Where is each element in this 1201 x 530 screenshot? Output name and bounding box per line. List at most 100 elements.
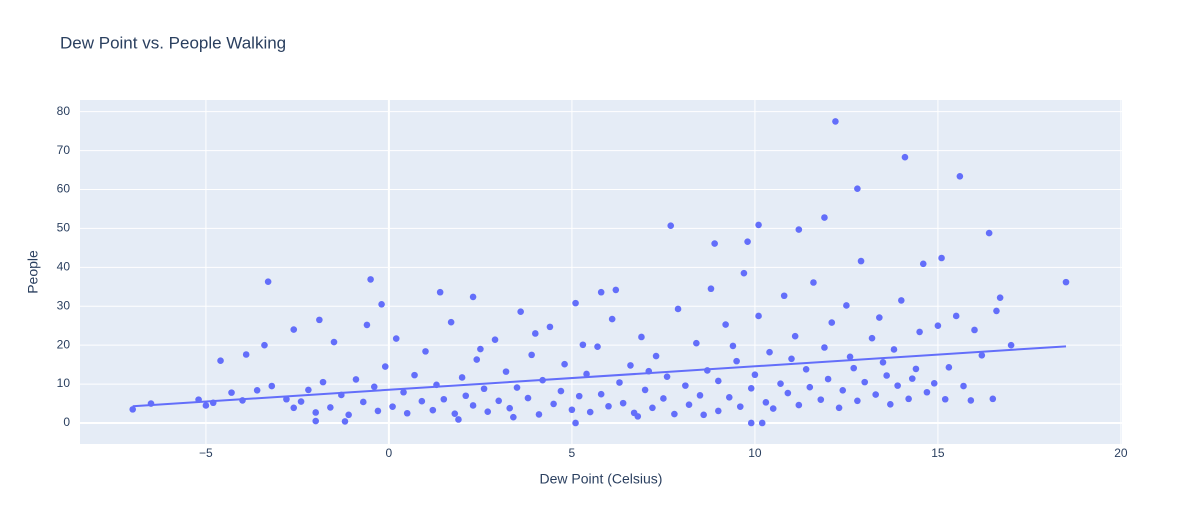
point — [762, 399, 770, 406]
y-tick-label: 20 — [57, 337, 71, 351]
point — [455, 416, 462, 423]
point — [890, 346, 898, 353]
point — [685, 401, 693, 408]
x-axis-title: Dew Point (Celsius) — [540, 471, 663, 487]
point — [843, 302, 850, 309]
point — [967, 397, 975, 404]
point — [528, 351, 535, 359]
point — [495, 397, 503, 405]
point — [693, 339, 700, 347]
point — [788, 355, 795, 363]
point — [330, 338, 338, 346]
trend-line — [132, 345, 1067, 408]
point — [297, 398, 305, 405]
point — [1007, 341, 1015, 349]
point — [381, 363, 389, 370]
point — [341, 418, 349, 425]
x-tick-label: −5 — [199, 446, 213, 460]
point — [363, 321, 371, 329]
x-tick-label: 5 — [569, 446, 576, 460]
point — [711, 240, 718, 247]
point — [879, 358, 887, 366]
point — [586, 408, 594, 416]
point — [725, 394, 733, 401]
point — [649, 404, 656, 412]
point — [846, 353, 854, 361]
point — [850, 364, 858, 372]
point — [908, 375, 916, 382]
point — [268, 382, 276, 390]
point — [532, 330, 539, 337]
point — [736, 403, 744, 410]
point — [700, 411, 707, 419]
point — [597, 288, 605, 296]
point — [857, 257, 865, 265]
point — [876, 314, 883, 321]
point — [715, 377, 722, 385]
point — [769, 405, 777, 412]
point — [682, 382, 689, 389]
x-tick-label: 0 — [386, 446, 393, 460]
point — [572, 419, 579, 427]
plot-area — [80, 100, 1122, 444]
point — [839, 386, 847, 394]
point — [477, 345, 484, 353]
point — [550, 400, 557, 408]
point — [517, 308, 524, 315]
point — [422, 348, 429, 355]
point — [722, 321, 729, 328]
point — [810, 279, 817, 286]
point — [524, 394, 532, 402]
point — [758, 419, 766, 427]
point — [784, 389, 792, 397]
point — [821, 214, 828, 221]
y-tick-label: 60 — [57, 182, 71, 196]
point — [352, 376, 360, 383]
point — [806, 383, 814, 391]
point — [901, 153, 909, 161]
point — [930, 379, 938, 387]
point — [634, 413, 642, 420]
y-tick-label: 0 — [63, 415, 70, 429]
point — [484, 408, 492, 416]
point — [989, 395, 997, 403]
point — [305, 386, 312, 394]
point — [854, 397, 861, 405]
point — [952, 312, 960, 320]
point — [597, 390, 605, 398]
point — [747, 385, 755, 392]
point — [389, 403, 396, 410]
point — [941, 395, 949, 403]
point — [934, 322, 942, 330]
point — [956, 172, 964, 180]
point — [616, 379, 623, 386]
point — [473, 356, 481, 363]
point — [960, 382, 967, 390]
point — [733, 357, 740, 365]
point — [513, 384, 521, 391]
point — [312, 409, 320, 416]
point — [506, 404, 513, 412]
point — [780, 292, 788, 300]
point — [264, 278, 272, 286]
point — [283, 395, 290, 403]
chart-title: Dew Point vs. People Walking — [60, 33, 286, 52]
point — [638, 333, 645, 341]
point — [872, 391, 879, 398]
y-tick-label: 50 — [57, 221, 71, 235]
point — [755, 312, 762, 320]
point — [777, 380, 784, 387]
x-tick-label: 20 — [1114, 446, 1128, 460]
point — [821, 344, 828, 351]
point — [605, 402, 612, 410]
point — [916, 328, 923, 336]
point — [919, 260, 927, 268]
point — [217, 357, 224, 365]
point — [993, 307, 1000, 315]
point — [253, 386, 261, 394]
point — [667, 222, 675, 229]
point — [938, 254, 945, 262]
point — [436, 288, 444, 296]
point — [868, 334, 876, 342]
